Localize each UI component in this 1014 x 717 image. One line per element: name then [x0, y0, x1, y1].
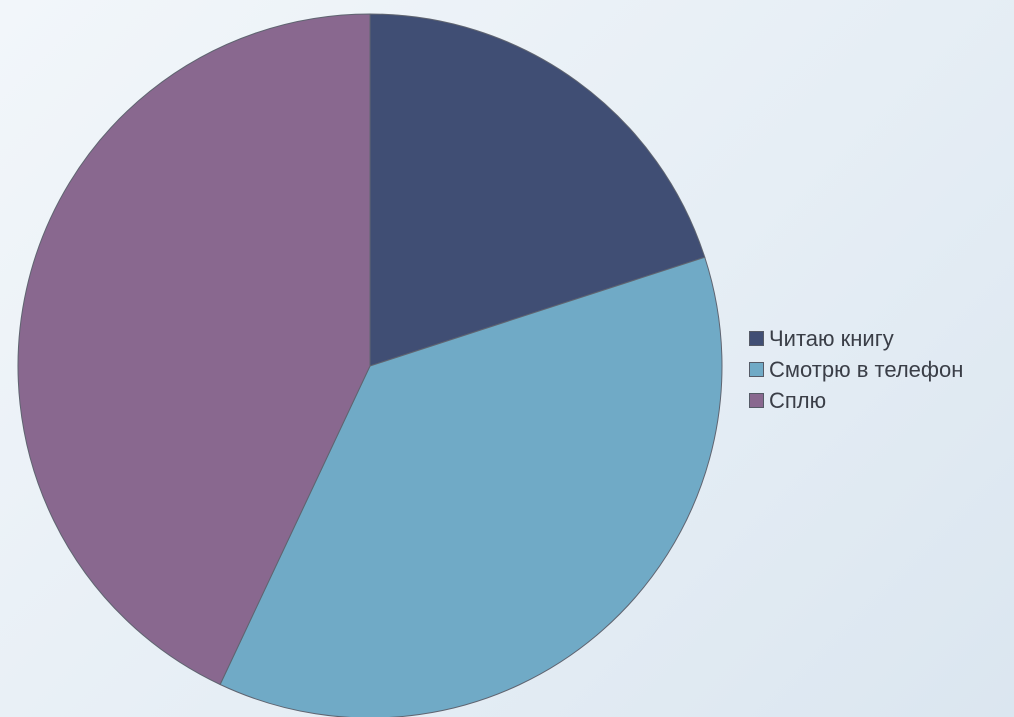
legend: Читаю книгу Смотрю в телефон Сплю: [749, 323, 963, 416]
legend-item-phone: Смотрю в телефон: [749, 354, 963, 385]
pie-slice-phone: [219, 256, 723, 717]
pie-slice-sleep: [17, 13, 371, 686]
legend-swatch: [749, 393, 764, 408]
legend-label: Смотрю в телефон: [769, 356, 964, 382]
legend-item-reading: Читаю книгу: [749, 323, 963, 354]
legend-label: Читаю книгу: [769, 325, 894, 351]
pie-slice-reading: [369, 13, 706, 367]
legend-swatch: [749, 362, 764, 377]
legend-swatch: [749, 331, 764, 346]
legend-item-sleep: Сплю: [749, 385, 963, 416]
legend-label: Сплю: [769, 387, 827, 413]
